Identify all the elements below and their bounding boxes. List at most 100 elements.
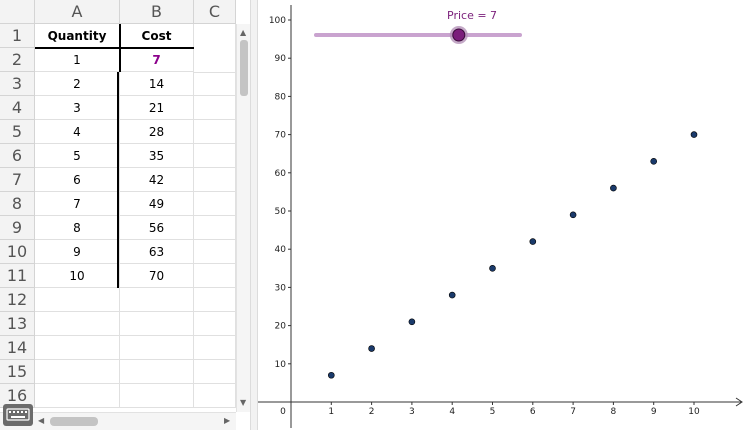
sheet-corner[interactable]: [0, 0, 35, 24]
cost-cell[interactable]: 42: [120, 168, 194, 192]
cell-c16[interactable]: [194, 384, 236, 408]
y-tick-label: 100: [269, 16, 286, 26]
data-point: [328, 371, 335, 379]
y-tick-label: 30: [275, 283, 287, 293]
quantity-cell[interactable]: 6: [35, 168, 120, 192]
scroll-down-icon[interactable]: ▼: [240, 398, 247, 407]
cost-cell[interactable]: 70: [120, 264, 194, 288]
cell-c14[interactable]: [194, 336, 236, 360]
row-header[interactable]: 6: [0, 144, 35, 168]
x-tick-label: 2: [369, 407, 375, 417]
empty-cell[interactable]: [35, 336, 120, 360]
horizontal-scroll-thumb[interactable]: [50, 417, 98, 426]
empty-cell[interactable]: [120, 288, 194, 312]
empty-cell[interactable]: [120, 384, 194, 408]
graphics-view[interactable]: 0 1 2 3 4 5 6 7 8 9 10 10 20 30 40 50 60 70 80 90 100 Price =…: [258, 0, 745, 430]
cost-cell[interactable]: 63: [120, 240, 194, 264]
vertical-scrollbar[interactable]: ▲ ▼: [236, 24, 250, 412]
cost-cell[interactable]: 49: [120, 192, 194, 216]
price-slider-knob[interactable]: [452, 28, 466, 42]
cell-c9[interactable]: [194, 216, 236, 240]
cost-header[interactable]: Cost: [120, 24, 194, 48]
keyboard-icon[interactable]: [3, 404, 33, 426]
view-divider[interactable]: [250, 0, 258, 430]
quantity-cell[interactable]: 8: [35, 216, 120, 240]
x-tick-label: 3: [409, 407, 415, 417]
y-tick-label: 60: [275, 169, 287, 179]
empty-cell[interactable]: [120, 360, 194, 384]
horizontal-scrollbar[interactable]: ◀ ▶: [0, 412, 236, 430]
data-point: [408, 318, 416, 326]
cell-c5[interactable]: [194, 120, 236, 144]
sheet-row-5: 5 4 28: [0, 120, 236, 144]
cell-c7[interactable]: [194, 168, 236, 192]
quantity-cell[interactable]: 7: [35, 192, 120, 216]
quantity-cell[interactable]: 3: [35, 96, 120, 120]
empty-cell[interactable]: [35, 312, 120, 336]
row-header[interactable]: 9: [0, 216, 35, 240]
column-header-b[interactable]: B: [120, 0, 194, 24]
cell-c2[interactable]: [194, 48, 236, 72]
quantity-cell[interactable]: 1: [35, 48, 120, 72]
data-point: [569, 211, 577, 219]
sheet-row-3: 3 2 14: [0, 72, 236, 96]
table-divider-bottom: [117, 72, 119, 288]
row-header[interactable]: 1: [0, 24, 35, 48]
cost-cell[interactable]: 21: [120, 96, 194, 120]
x-axis-arrow: [735, 397, 743, 407]
scroll-left-icon[interactable]: ◀: [38, 416, 45, 425]
empty-cell[interactable]: [35, 384, 120, 408]
quantity-cell[interactable]: 5: [35, 144, 120, 168]
cell-c6[interactable]: [194, 144, 236, 168]
row-header[interactable]: 10: [0, 240, 35, 264]
sheet-row-6: 6 5 35: [0, 144, 236, 168]
cost-cell[interactable]: 14: [120, 72, 194, 96]
quantity-header[interactable]: Quantity: [35, 24, 120, 48]
scroll-up-icon[interactable]: ▲: [240, 28, 247, 37]
cell-c3[interactable]: [194, 72, 236, 96]
row-header[interactable]: 5: [0, 120, 35, 144]
cell-c1[interactable]: [194, 24, 236, 48]
cell-c11[interactable]: [194, 264, 236, 288]
row-header[interactable]: 14: [0, 336, 35, 360]
header-underline: [35, 47, 194, 49]
row-header[interactable]: 3: [0, 72, 35, 96]
quantity-cell[interactable]: 4: [35, 120, 120, 144]
empty-cell[interactable]: [120, 312, 194, 336]
row-header[interactable]: 11: [0, 264, 35, 288]
column-header-a[interactable]: A: [35, 0, 120, 24]
row-header[interactable]: 13: [0, 312, 35, 336]
row-header[interactable]: 12: [0, 288, 35, 312]
cost-cell[interactable]: 35: [120, 144, 194, 168]
row-header[interactable]: 15: [0, 360, 35, 384]
cell-c15[interactable]: [194, 360, 236, 384]
empty-cell[interactable]: [35, 360, 120, 384]
cell-c8[interactable]: [194, 192, 236, 216]
quantity-cell[interactable]: 10: [35, 264, 120, 288]
empty-cell[interactable]: [35, 288, 120, 312]
quantity-cell[interactable]: 9: [35, 240, 120, 264]
cost-cell[interactable]: 28: [120, 120, 194, 144]
cell-c4[interactable]: [194, 96, 236, 120]
cell-c10[interactable]: [194, 240, 236, 264]
row-header[interactable]: 8: [0, 192, 35, 216]
row-header[interactable]: 2: [0, 48, 35, 72]
cell-c12[interactable]: [194, 288, 236, 312]
x-tick-label: 6: [530, 407, 536, 417]
row-header[interactable]: 7: [0, 168, 35, 192]
data-point: [690, 131, 698, 138]
cost-cell[interactable]: 7: [120, 48, 194, 72]
cell-c13[interactable]: [194, 312, 236, 336]
table-divider-top: [119, 24, 121, 72]
sheet-row-10: 10 9 63: [0, 240, 236, 264]
column-header-c[interactable]: C: [194, 0, 236, 24]
scroll-right-icon[interactable]: ▶: [224, 416, 231, 425]
scatter-plot: 0 1 2 3 4 5 6 7 8 9 10 10 20 30 40 50 60 70 80 90 100 Price =…: [258, 5, 743, 428]
row-header[interactable]: 4: [0, 96, 35, 120]
spreadsheet-grid: A B C 1 Quantity Cost 2 1 7 3 2 14 4 3 21 5 4 28 6 5 35 7 6…: [0, 0, 236, 412]
vertical-scroll-thumb[interactable]: [240, 40, 248, 96]
empty-cell[interactable]: [120, 336, 194, 360]
quantity-cell[interactable]: 2: [35, 72, 120, 96]
cell-divider: [194, 72, 236, 73]
cost-cell[interactable]: 56: [120, 216, 194, 240]
